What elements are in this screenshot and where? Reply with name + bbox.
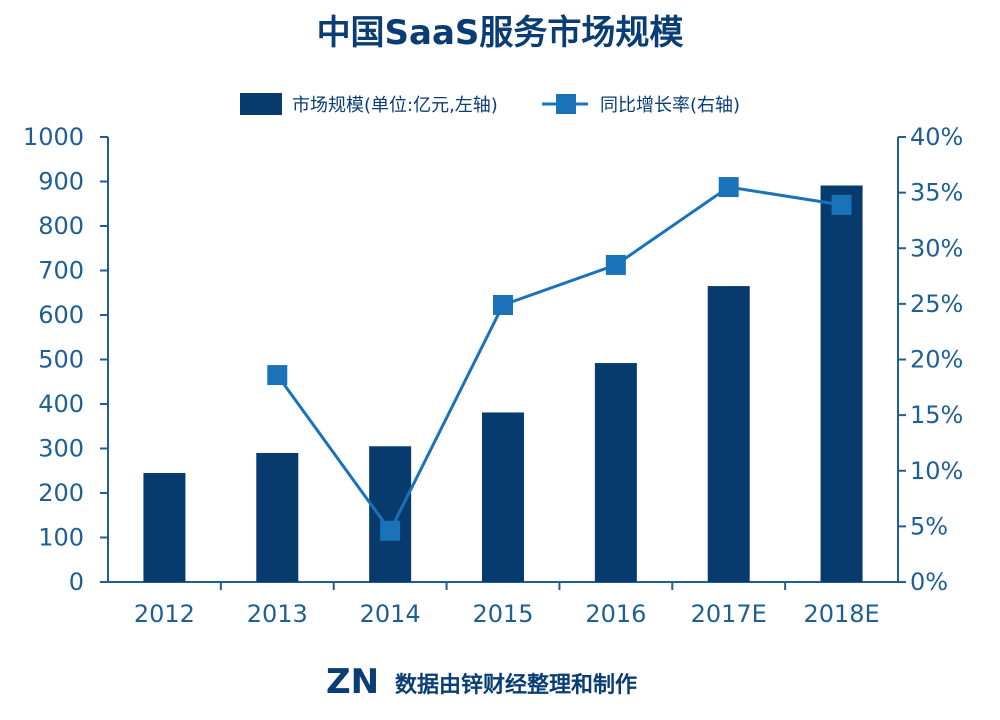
y-right-tick-label: 0% — [910, 568, 948, 596]
y-left-tick-label: 800 — [38, 212, 84, 240]
growth-line — [276, 185, 842, 534]
footer-note: 数据由锌财经整理和制作 — [395, 672, 637, 698]
y-left-tick-label: 200 — [38, 479, 84, 507]
chart-title: 中国SaaS服务市场规模 — [317, 13, 684, 53]
bar-2012 — [143, 472, 186, 582]
x-tick-label: 2016 — [585, 600, 646, 628]
growth-marker-2014 — [380, 520, 401, 541]
y-right-tick-label: 35% — [910, 179, 963, 207]
growth-marker-2018E — [831, 194, 852, 215]
bars — [143, 185, 863, 582]
legend: 市场规模(单位:亿元,左轴) 同比增长率(右轴) — [240, 93, 740, 116]
bar-2016 — [594, 363, 637, 582]
y-right-tick-label: 40% — [910, 123, 963, 151]
y-right-tick-label: 25% — [910, 290, 963, 318]
y-right-tick-label: 10% — [910, 457, 963, 485]
y-right-tick-label: 20% — [910, 346, 963, 374]
legend-line-label: 同比增长率(右轴) — [600, 95, 740, 116]
line-series — [267, 177, 852, 541]
y-left-tick-label: 900 — [38, 168, 84, 196]
axes: 0 100 200 300 400 500 600 700 800 900 1000 0% 5% 10% 1… — [23, 123, 963, 628]
y-left-tick-label: 400 — [38, 390, 84, 418]
bar-2015 — [482, 412, 524, 582]
x-tick-label: 2018E — [803, 600, 879, 628]
legend-bar-label: 市场规模(单位:亿元,左轴) — [292, 95, 498, 116]
y-left-tick-label: 500 — [38, 346, 84, 374]
legend-bar-swatch — [240, 93, 282, 115]
footer: ZN 数据由锌财经整理和制作 — [326, 662, 637, 702]
zn-logo: ZN — [326, 662, 379, 702]
legend-line-marker — [556, 94, 576, 114]
x-tick-label: 2017E — [691, 600, 767, 628]
y-left-tick-label: 700 — [38, 257, 84, 285]
y-left-tick-label: 1000 — [23, 123, 84, 151]
y-left-tick-label: 100 — [38, 524, 84, 552]
y-left-tick-label: 300 — [38, 435, 84, 463]
bar-2013 — [256, 452, 299, 582]
x-tick-label: 2013 — [247, 600, 308, 628]
growth-marker-2015 — [493, 294, 513, 315]
x-tick-label: 2014 — [360, 600, 421, 628]
y-right-tick-label: 30% — [910, 234, 963, 262]
growth-marker-2017E — [718, 177, 739, 198]
y-left-tick-label: 600 — [38, 301, 84, 329]
y-right-tick-label: 5% — [910, 512, 948, 540]
x-tick-label: 2012 — [134, 600, 195, 628]
growth-marker-2016 — [605, 254, 626, 275]
footer-logo: ZN — [326, 662, 379, 702]
y-right-tick-label: 15% — [910, 401, 963, 429]
growth-marker-2013 — [267, 365, 288, 386]
bar-2014 — [369, 446, 412, 582]
x-tick-label: 2015 — [472, 600, 533, 628]
bar-2018E — [820, 185, 863, 582]
bar-2017E — [707, 286, 750, 582]
y-left-tick-label: 0 — [69, 568, 84, 596]
